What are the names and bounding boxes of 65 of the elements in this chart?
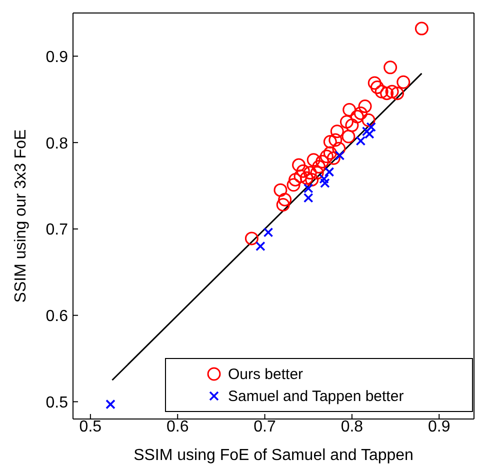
point [323,134,337,148]
point [274,183,288,197]
point [296,164,310,178]
point [319,174,329,184]
point [364,129,374,139]
y-tick-label: 0.8 [46,135,68,152]
point [390,86,404,100]
point [340,115,354,129]
y-tick-label: 0.7 [46,222,68,239]
point [303,192,314,203]
point [366,122,376,132]
point [310,166,324,180]
point [414,22,428,36]
x-tick-label: 0.5 [79,418,102,436]
point [328,133,342,147]
legend-label: Samuel and Tappen better [228,388,404,404]
point [263,228,274,238]
point [345,118,359,132]
point [326,151,340,165]
point [380,86,394,100]
x-tick-label: 0.9 [428,418,450,436]
point [292,158,306,172]
point [316,154,330,168]
point [332,142,346,156]
y-tick-label: 0.5 [46,394,68,412]
point [312,160,326,174]
point [354,106,368,120]
point [370,80,384,94]
point [374,84,388,98]
point [288,172,302,186]
point [324,167,334,177]
y-axis-title: SSIM using our 3x3 FoE [12,129,30,303]
point [305,172,319,186]
point [286,178,300,192]
point [303,166,317,180]
point [330,124,344,138]
x-tick-label: 0.8 [340,418,364,436]
y-tick-label: 0.6 [46,308,68,326]
x-tick-label: 0.7 [254,418,276,436]
point [334,150,345,160]
point [362,113,376,127]
point [368,76,382,90]
point [303,183,314,194]
point [323,146,337,160]
point [278,192,292,206]
point [320,178,330,188]
point [300,171,314,185]
point [342,130,356,144]
point [256,241,266,252]
point [356,136,366,146]
point [396,75,410,89]
point [306,153,320,167]
point [384,60,398,74]
point [244,232,258,246]
x-tick-label: 0.6 [166,418,189,436]
legend-label: Ours better [228,366,304,382]
point [350,110,364,124]
point [276,198,290,212]
point [358,100,372,114]
point [106,399,116,410]
point [320,150,334,164]
y-tick-label: 0.9 [46,48,68,66]
point [342,103,356,116]
x-axis-title: SSIM using FoE of Samuel and Tappen [134,447,414,464]
point [385,84,399,98]
